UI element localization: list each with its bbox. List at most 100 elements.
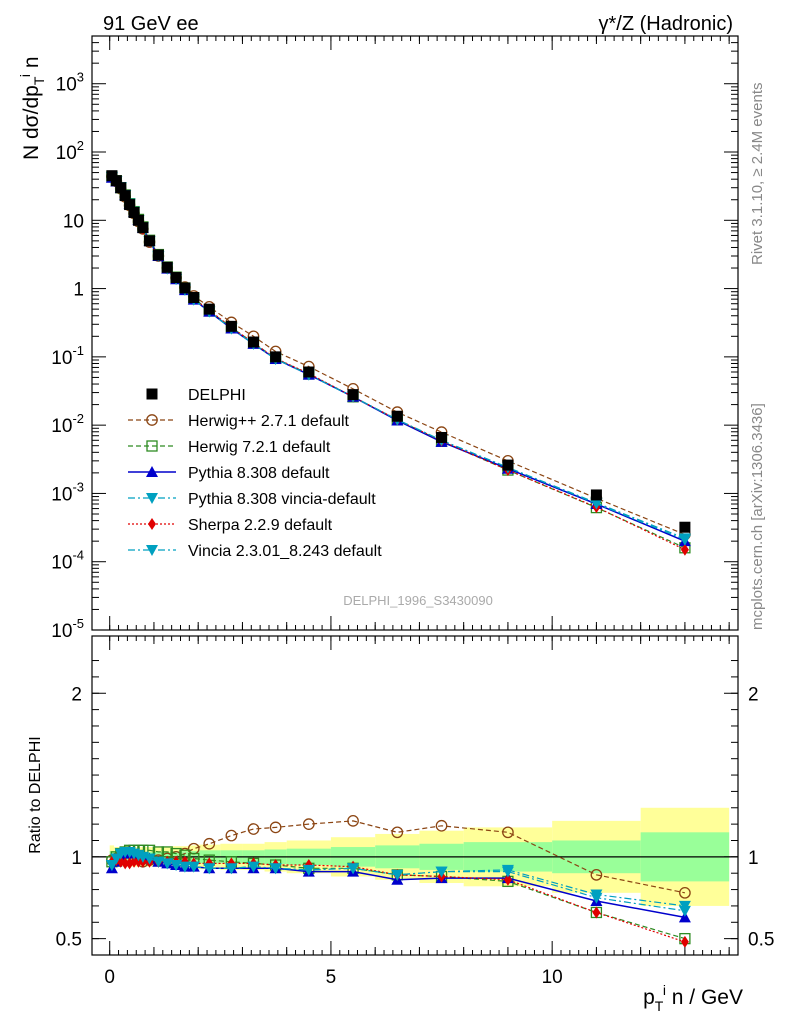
main-line-vincia	[111, 176, 686, 541]
main-point-data	[128, 207, 140, 219]
ratio-point-vincia	[187, 861, 200, 873]
main-point-data	[132, 214, 144, 226]
y-tick-label: 10-1	[51, 343, 84, 369]
ratio-point-vincia	[590, 892, 603, 904]
x-axis-label: pTi n / GeV	[643, 982, 743, 1014]
main-point-data	[679, 521, 691, 533]
ratio-point-herwigpp	[302, 818, 315, 830]
main-point-data	[203, 303, 215, 315]
main-point-data	[502, 459, 514, 471]
ratio-point-herwigpp	[435, 819, 448, 832]
main-point-data	[115, 182, 127, 194]
main-point-data	[270, 351, 282, 363]
ratio-point-vincia	[203, 863, 216, 875]
main-point-data	[248, 336, 259, 348]
ratio-point-sherpa	[121, 857, 130, 870]
ratio-point-vincia	[302, 864, 315, 876]
ratio-point-vincia	[347, 863, 360, 875]
legend-marker-herwig7	[146, 440, 158, 452]
ratio-point-vincia	[161, 858, 174, 870]
ratio-point-vincia	[391, 869, 404, 881]
main-point-vincia	[590, 498, 603, 510]
main-point-data	[188, 292, 200, 304]
y-tick-label: 103	[56, 70, 84, 96]
ratio-point-vincia	[435, 866, 448, 878]
x-tick-label: 0	[104, 967, 115, 988]
ratio-ylabel: Ratio to DELPHI	[27, 736, 44, 853]
main-point-data	[124, 199, 136, 211]
main-point-data	[225, 320, 237, 332]
legend-marker-sherpa	[148, 518, 156, 530]
ratio-y-tick-label: 1	[71, 848, 82, 869]
ratio-point-vincia	[152, 856, 165, 868]
ratio-point-vincia	[247, 861, 260, 873]
ratio-point-herwigpp	[269, 821, 282, 834]
ratio-panel	[92, 807, 738, 948]
ratio-point-vincia	[178, 861, 191, 873]
main-point-data	[119, 190, 131, 202]
main-point-data	[303, 366, 315, 378]
main-point-data	[347, 389, 359, 401]
ratio-point-vincia	[170, 860, 183, 872]
ratio-y-tick-label-right: 1	[748, 848, 759, 869]
ratio-point-vincia	[678, 905, 691, 917]
analysis-label: DELPHI_1996_S3430090	[343, 593, 493, 608]
ratio-point-sherpa	[592, 906, 601, 919]
ratio-y-tick-label: 2	[71, 684, 82, 705]
legend-marker-data	[146, 388, 158, 400]
y-tick-label: 10	[63, 211, 84, 232]
ratio-y-tick-label-right: 2	[748, 684, 759, 705]
header-left-title: 91 GeV ee	[103, 13, 199, 35]
y-tick-label: 10-2	[51, 411, 84, 437]
main-point-data	[137, 222, 149, 234]
ratio-point-vincia	[269, 863, 282, 875]
main-point-data	[436, 431, 448, 443]
ratio-point-sherpa	[680, 935, 689, 948]
ratio-point-herwigpp	[502, 826, 514, 839]
ratio-point-vincia	[501, 866, 514, 878]
ratio-point-sherpa	[134, 855, 143, 868]
ratio-y-tick-label-right: 0.5	[748, 930, 774, 951]
y-tick-label: 10-4	[51, 548, 84, 574]
x-tick-label: 5	[326, 967, 337, 988]
legend-marker-pythia_vincia	[146, 493, 158, 504]
y-tick-label: 10-3	[51, 479, 84, 505]
legend-label-herwigpp: Herwig++ 2.7.1 default	[188, 413, 350, 430]
main-point-data	[152, 249, 164, 261]
ratio-point-herwigpp	[203, 837, 216, 850]
y-tick-label: 10-5	[51, 616, 84, 642]
rivet-label: Rivet 3.1.10, ≥ 2.4M events	[749, 83, 766, 266]
ratio-point-herwigpp	[679, 886, 691, 899]
ratio-point-herwigpp	[590, 868, 603, 881]
main-point-data	[590, 489, 602, 501]
legend-marker-herwigpp	[146, 414, 158, 426]
ratio-point-vincia	[105, 860, 118, 872]
main-frame	[91, 35, 739, 631]
ratio-frame	[91, 635, 739, 956]
header-right-title: γ*/Z (Hadronic)	[599, 13, 733, 35]
main-point-data	[391, 410, 403, 422]
ratio-point-herwigpp	[247, 823, 260, 835]
main-panel	[105, 170, 691, 556]
legend-label-herwig7: Herwig 7.2.1 default	[188, 439, 331, 456]
main-line-pythia_vincia	[111, 176, 686, 539]
legend-marker-vincia	[146, 545, 158, 556]
top-ylabel: N dσ/dpTi n	[17, 56, 47, 160]
legend: DELPHI Herwig++ 2.7.1 default Herwig 7.2.1…	[128, 387, 382, 560]
ratio-point-vincia	[225, 863, 238, 875]
mcplots-label: mcplots.cern.ch [arXiv:1306.3436]	[749, 403, 766, 630]
main-point-data	[161, 261, 173, 273]
main-point-data	[110, 175, 122, 187]
ratio-y-tick-label: 0.5	[56, 930, 82, 951]
main-point-sherpa	[680, 543, 689, 556]
legend-label-pythia: Pythia 8.308 default	[188, 465, 330, 482]
ratio-point-sherpa	[130, 855, 139, 868]
main-point-data	[179, 282, 191, 294]
x-tick-label: 10	[542, 967, 563, 988]
legend-label-pythia_vincia: Pythia 8.308 vincia-default	[188, 491, 376, 508]
legend-label-vincia: Vincia 2.3.01_8.243 default	[188, 543, 382, 560]
legend-label-data: DELPHI	[188, 387, 246, 404]
ratio-point-herwigpp	[225, 829, 238, 842]
y-tick-label: 1	[73, 280, 84, 301]
